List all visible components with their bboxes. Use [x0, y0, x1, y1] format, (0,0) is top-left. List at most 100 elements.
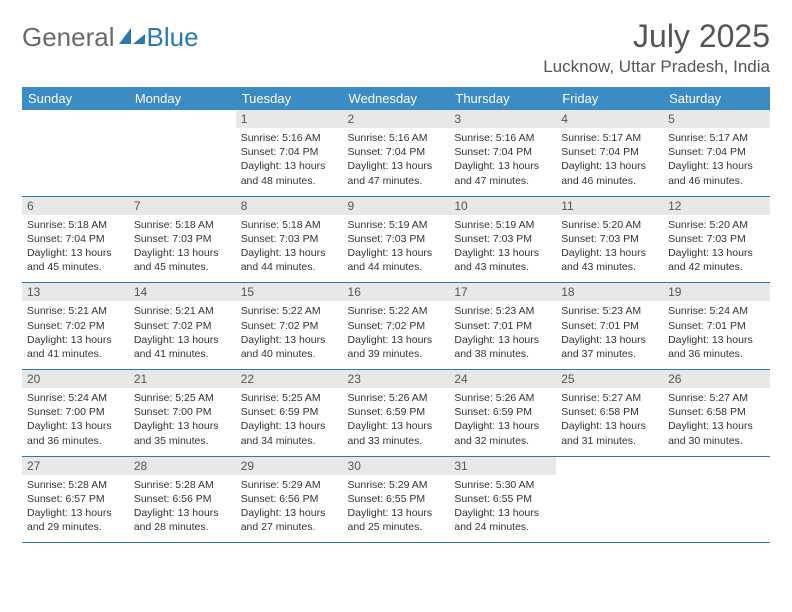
day-number: 30: [343, 457, 450, 475]
day-number: 12: [663, 197, 770, 215]
calendar-day-cell: 17Sunrise: 5:23 AMSunset: 7:01 PMDayligh…: [449, 283, 556, 370]
calendar-day-cell: 9Sunrise: 5:19 AMSunset: 7:03 PMDaylight…: [343, 196, 450, 283]
weekday-header: Thursday: [449, 87, 556, 110]
day-details: Sunrise: 5:22 AMSunset: 7:02 PMDaylight:…: [343, 301, 450, 369]
logo-text-general: General: [22, 22, 115, 53]
calendar-day-cell: 18Sunrise: 5:23 AMSunset: 7:01 PMDayligh…: [556, 283, 663, 370]
month-title: July 2025: [543, 18, 770, 55]
day-details: Sunrise: 5:17 AMSunset: 7:04 PMDaylight:…: [556, 128, 663, 196]
day-number: 7: [129, 197, 236, 215]
calendar-day-cell: 8Sunrise: 5:18 AMSunset: 7:03 PMDaylight…: [236, 196, 343, 283]
day-details: Sunrise: 5:24 AMSunset: 7:01 PMDaylight:…: [663, 301, 770, 369]
day-details: Sunrise: 5:26 AMSunset: 6:59 PMDaylight:…: [343, 388, 450, 456]
day-number: 23: [343, 370, 450, 388]
calendar-day-cell: 6Sunrise: 5:18 AMSunset: 7:04 PMDaylight…: [22, 196, 129, 283]
day-details: Sunrise: 5:23 AMSunset: 7:01 PMDaylight:…: [449, 301, 556, 369]
day-number: 27: [22, 457, 129, 475]
weekday-header: Friday: [556, 87, 663, 110]
calendar-body: . . 1Sunrise: 5:16 AMSunset: 7:04 PMDayl…: [22, 110, 770, 543]
calendar-day-cell: 10Sunrise: 5:19 AMSunset: 7:03 PMDayligh…: [449, 196, 556, 283]
logo: General Blue: [22, 18, 199, 53]
calendar-day-cell: 29Sunrise: 5:29 AMSunset: 6:56 PMDayligh…: [236, 456, 343, 543]
calendar-day-cell: 12Sunrise: 5:20 AMSunset: 7:03 PMDayligh…: [663, 196, 770, 283]
day-details: Sunrise: 5:25 AMSunset: 6:59 PMDaylight:…: [236, 388, 343, 456]
day-number: 11: [556, 197, 663, 215]
day-details: Sunrise: 5:24 AMSunset: 7:00 PMDaylight:…: [22, 388, 129, 456]
day-number: 2: [343, 110, 450, 128]
calendar-day-cell: .: [663, 456, 770, 543]
day-details: Sunrise: 5:19 AMSunset: 7:03 PMDaylight:…: [343, 215, 450, 283]
calendar-day-cell: 5Sunrise: 5:17 AMSunset: 7:04 PMDaylight…: [663, 110, 770, 196]
day-number: 31: [449, 457, 556, 475]
calendar-day-cell: 26Sunrise: 5:27 AMSunset: 6:58 PMDayligh…: [663, 370, 770, 457]
calendar-day-cell: 1Sunrise: 5:16 AMSunset: 7:04 PMDaylight…: [236, 110, 343, 196]
logo-sail-icon: [119, 26, 145, 51]
day-details: Sunrise: 5:16 AMSunset: 7:04 PMDaylight:…: [343, 128, 450, 196]
header: General Blue July 2025 Lucknow, Uttar Pr…: [22, 18, 770, 77]
day-number: 5: [663, 110, 770, 128]
day-details: Sunrise: 5:27 AMSunset: 6:58 PMDaylight:…: [663, 388, 770, 456]
day-number: 25: [556, 370, 663, 388]
day-number: 19: [663, 283, 770, 301]
calendar-week-row: 6Sunrise: 5:18 AMSunset: 7:04 PMDaylight…: [22, 196, 770, 283]
day-details: Sunrise: 5:19 AMSunset: 7:03 PMDaylight:…: [449, 215, 556, 283]
calendar-day-cell: 21Sunrise: 5:25 AMSunset: 7:00 PMDayligh…: [129, 370, 236, 457]
day-number: 20: [22, 370, 129, 388]
day-number: 8: [236, 197, 343, 215]
calendar-day-cell: 31Sunrise: 5:30 AMSunset: 6:55 PMDayligh…: [449, 456, 556, 543]
day-number: 28: [129, 457, 236, 475]
weekday-header: Monday: [129, 87, 236, 110]
day-details: Sunrise: 5:25 AMSunset: 7:00 PMDaylight:…: [129, 388, 236, 456]
calendar-day-cell: 20Sunrise: 5:24 AMSunset: 7:00 PMDayligh…: [22, 370, 129, 457]
calendar-day-cell: 11Sunrise: 5:20 AMSunset: 7:03 PMDayligh…: [556, 196, 663, 283]
day-details: Sunrise: 5:30 AMSunset: 6:55 PMDaylight:…: [449, 475, 556, 543]
day-number: 9: [343, 197, 450, 215]
weekday-header: Wednesday: [343, 87, 450, 110]
day-details: Sunrise: 5:22 AMSunset: 7:02 PMDaylight:…: [236, 301, 343, 369]
logo-text-blue: Blue: [147, 22, 199, 53]
calendar-day-cell: .: [129, 110, 236, 196]
calendar-day-cell: 24Sunrise: 5:26 AMSunset: 6:59 PMDayligh…: [449, 370, 556, 457]
day-number: 26: [663, 370, 770, 388]
day-details: Sunrise: 5:28 AMSunset: 6:57 PMDaylight:…: [22, 475, 129, 543]
day-number: 17: [449, 283, 556, 301]
weekday-header: Sunday: [22, 87, 129, 110]
title-block: July 2025 Lucknow, Uttar Pradesh, India: [543, 18, 770, 77]
calendar-day-cell: .: [556, 456, 663, 543]
day-number: 3: [449, 110, 556, 128]
calendar-day-cell: .: [22, 110, 129, 196]
day-details: Sunrise: 5:21 AMSunset: 7:02 PMDaylight:…: [22, 301, 129, 369]
day-number: 15: [236, 283, 343, 301]
day-details: Sunrise: 5:20 AMSunset: 7:03 PMDaylight:…: [663, 215, 770, 283]
day-details: Sunrise: 5:27 AMSunset: 6:58 PMDaylight:…: [556, 388, 663, 456]
weekday-header: Tuesday: [236, 87, 343, 110]
calendar-day-cell: 4Sunrise: 5:17 AMSunset: 7:04 PMDaylight…: [556, 110, 663, 196]
day-details: Sunrise: 5:23 AMSunset: 7:01 PMDaylight:…: [556, 301, 663, 369]
day-number: 21: [129, 370, 236, 388]
calendar-day-cell: 25Sunrise: 5:27 AMSunset: 6:58 PMDayligh…: [556, 370, 663, 457]
calendar-week-row: 13Sunrise: 5:21 AMSunset: 7:02 PMDayligh…: [22, 283, 770, 370]
calendar-day-cell: 22Sunrise: 5:25 AMSunset: 6:59 PMDayligh…: [236, 370, 343, 457]
day-details: Sunrise: 5:18 AMSunset: 7:03 PMDaylight:…: [236, 215, 343, 283]
day-number: 14: [129, 283, 236, 301]
weekday-header-row: SundayMondayTuesdayWednesdayThursdayFrid…: [22, 87, 770, 110]
day-number: 18: [556, 283, 663, 301]
calendar-day-cell: 27Sunrise: 5:28 AMSunset: 6:57 PMDayligh…: [22, 456, 129, 543]
calendar-week-row: 20Sunrise: 5:24 AMSunset: 7:00 PMDayligh…: [22, 370, 770, 457]
day-details: Sunrise: 5:29 AMSunset: 6:56 PMDaylight:…: [236, 475, 343, 543]
day-number: 6: [22, 197, 129, 215]
day-details: Sunrise: 5:20 AMSunset: 7:03 PMDaylight:…: [556, 215, 663, 283]
calendar-day-cell: 3Sunrise: 5:16 AMSunset: 7:04 PMDaylight…: [449, 110, 556, 196]
day-number: 16: [343, 283, 450, 301]
calendar-week-row: . . 1Sunrise: 5:16 AMSunset: 7:04 PMDayl…: [22, 110, 770, 196]
calendar-day-cell: 16Sunrise: 5:22 AMSunset: 7:02 PMDayligh…: [343, 283, 450, 370]
calendar-day-cell: 28Sunrise: 5:28 AMSunset: 6:56 PMDayligh…: [129, 456, 236, 543]
day-number: 13: [22, 283, 129, 301]
day-details: Sunrise: 5:18 AMSunset: 7:03 PMDaylight:…: [129, 215, 236, 283]
day-number: 1: [236, 110, 343, 128]
day-number: 10: [449, 197, 556, 215]
calendar-day-cell: 13Sunrise: 5:21 AMSunset: 7:02 PMDayligh…: [22, 283, 129, 370]
day-details: Sunrise: 5:17 AMSunset: 7:04 PMDaylight:…: [663, 128, 770, 196]
calendar-day-cell: 14Sunrise: 5:21 AMSunset: 7:02 PMDayligh…: [129, 283, 236, 370]
day-number: 22: [236, 370, 343, 388]
